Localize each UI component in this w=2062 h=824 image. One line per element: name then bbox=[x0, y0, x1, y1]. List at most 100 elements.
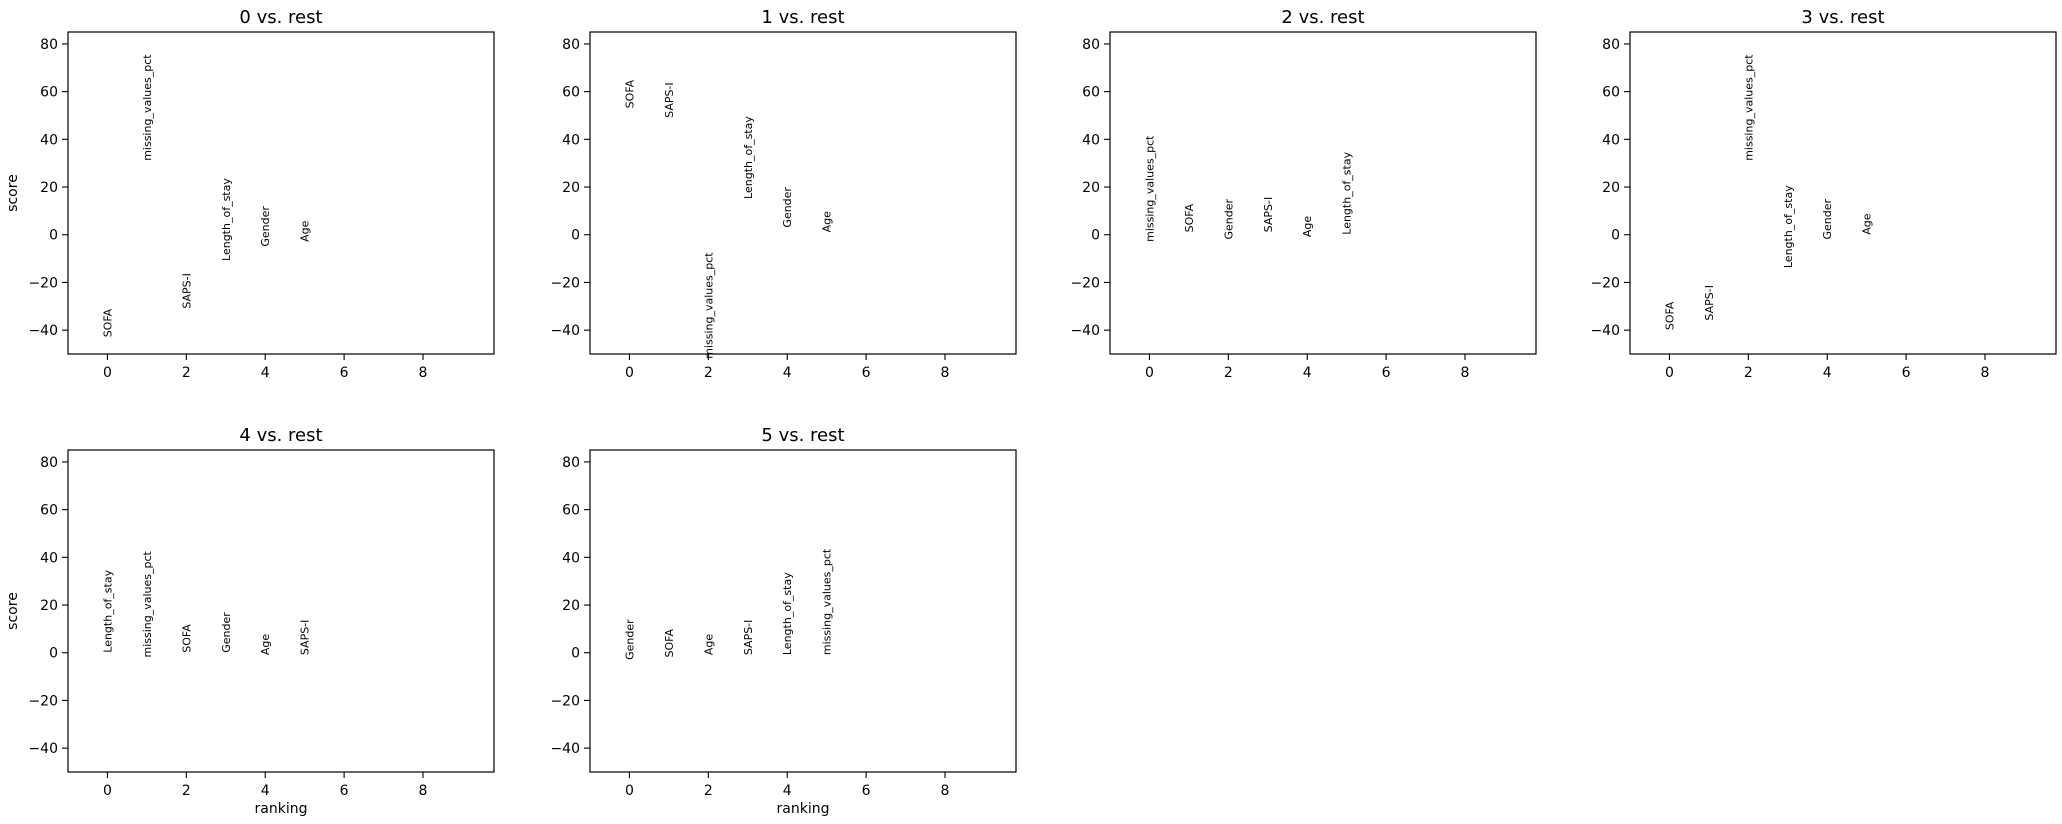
y-tick-label: 20 bbox=[40, 180, 58, 196]
x-tick-label: 4 bbox=[1823, 365, 1832, 381]
x-tick-label: 8 bbox=[419, 783, 428, 799]
x-tick-label: 8 bbox=[419, 365, 428, 381]
gene-label: Length_of_stay bbox=[742, 116, 755, 199]
x-tick-label: 6 bbox=[862, 783, 871, 799]
y-tick-label: −20 bbox=[1070, 275, 1100, 291]
y-tick-label: 40 bbox=[1602, 132, 1620, 148]
x-tick-label: 6 bbox=[1902, 365, 1911, 381]
gene-label: Age bbox=[1301, 216, 1314, 238]
x-tick-label: 2 bbox=[1744, 365, 1753, 381]
gene-label: Length_of_stay bbox=[101, 569, 114, 652]
x-tick-label: 6 bbox=[862, 365, 871, 381]
gene-label: missing_values_pct bbox=[1742, 54, 1755, 161]
panel-title: 5 vs. rest bbox=[761, 425, 844, 446]
y-tick-label: 60 bbox=[562, 85, 580, 101]
x-tick-label: 2 bbox=[704, 365, 713, 381]
x-tick-label: 2 bbox=[182, 783, 191, 799]
gene-label: Gender bbox=[623, 619, 636, 660]
x-tick-label: 8 bbox=[1461, 365, 1470, 381]
y-tick-label: −40 bbox=[1590, 323, 1620, 339]
y-tick-label: 0 bbox=[49, 646, 58, 662]
gene-label: Length_of_stay bbox=[220, 178, 233, 261]
panel-title: 0 vs. rest bbox=[239, 7, 322, 28]
y-tick-label: 40 bbox=[40, 132, 58, 148]
x-tick-label: 6 bbox=[340, 783, 349, 799]
y-tick-label: 80 bbox=[40, 37, 58, 53]
plot-frame bbox=[67, 31, 495, 355]
panel-title: 3 vs. rest bbox=[1801, 7, 1884, 28]
gene-label: SAPS-I bbox=[1262, 197, 1275, 233]
plot-frame bbox=[1109, 31, 1537, 355]
gene-label: SOFA bbox=[1183, 203, 1196, 232]
gene-label: SOFA bbox=[663, 629, 676, 658]
y-tick-label: −20 bbox=[1590, 275, 1620, 291]
gene-label: Age bbox=[821, 211, 834, 233]
gene-label: missing_values_pct bbox=[141, 550, 154, 657]
y-tick-label: 40 bbox=[1082, 132, 1100, 148]
y-tick-label: 80 bbox=[40, 455, 58, 471]
y-tick-label: −40 bbox=[1070, 323, 1100, 339]
y-tick-label: 0 bbox=[49, 228, 58, 244]
gene-label: Length_of_stay bbox=[1782, 185, 1795, 268]
x-tick-label: 6 bbox=[1382, 365, 1391, 381]
y-tick-label: 60 bbox=[40, 503, 58, 519]
gene-label: Gender bbox=[781, 187, 794, 228]
gene-label: SOFA bbox=[101, 308, 114, 337]
plot-frame bbox=[589, 449, 1017, 773]
panel-1: 1 vs. rest 0 2 4 6 8 −40 −20 0 20 40 60 80 SOFA SAPS-I… bbox=[550, 7, 1017, 381]
y-tick-label: 20 bbox=[1082, 180, 1100, 196]
y-tick-label: 60 bbox=[562, 503, 580, 519]
gene-label: SAPS-I bbox=[663, 82, 676, 118]
y-tick-label: 80 bbox=[562, 455, 580, 471]
panel-3: 3 vs. rest 0 2 4 6 8 −40 −20 0 20 40 60 80 SOFA SAPS-I… bbox=[1590, 7, 2057, 381]
panel-title: 2 vs. rest bbox=[1281, 7, 1364, 28]
y-tick-label: −40 bbox=[28, 323, 58, 339]
gene-label: SAPS-I bbox=[742, 620, 755, 656]
y-tick-label: 40 bbox=[40, 550, 58, 566]
panel-title: 4 vs. rest bbox=[239, 425, 322, 446]
gene-label: missing_values_pct bbox=[1143, 135, 1156, 242]
x-tick-label: 0 bbox=[1145, 365, 1154, 381]
y-tick-label: 40 bbox=[562, 550, 580, 566]
x-tick-label: 2 bbox=[182, 365, 191, 381]
y-tick-label: 20 bbox=[562, 598, 580, 614]
x-tick-label: 4 bbox=[261, 365, 270, 381]
panel-0: 0 vs. rest 0 2 4 6 8 −40 −20 0 20 40 60 80 score SOFA m… bbox=[5, 7, 495, 381]
gene-label: SAPS-I bbox=[180, 273, 193, 309]
gene-label: Age bbox=[259, 634, 272, 656]
gene-label: missing_values_pct bbox=[821, 548, 834, 655]
x-axis-label: ranking bbox=[255, 801, 308, 817]
x-tick-label: 4 bbox=[783, 783, 792, 799]
y-tick-label: 0 bbox=[571, 228, 580, 244]
gene-label: SAPS-I bbox=[299, 620, 312, 656]
gene-label: Length_of_stay bbox=[1341, 151, 1354, 234]
y-tick-label: −20 bbox=[550, 693, 580, 709]
y-tick-label: −40 bbox=[28, 741, 58, 757]
panel-title: 1 vs. rest bbox=[761, 7, 844, 28]
gene-label: Age bbox=[1861, 213, 1874, 235]
x-tick-label: 2 bbox=[704, 783, 713, 799]
x-tick-label: 0 bbox=[625, 783, 634, 799]
gene-label: SAPS-I bbox=[1703, 285, 1716, 321]
y-tick-label: 0 bbox=[1611, 228, 1620, 244]
plot-frame bbox=[67, 449, 495, 773]
x-tick-label: 6 bbox=[340, 365, 349, 381]
panel-5: 5 vs. rest 0 2 4 6 8 −40 −20 0 20 40 60 80 ranking Gen… bbox=[550, 425, 1017, 817]
gene-label: missing_values_pct bbox=[141, 54, 154, 161]
y-axis-label: score bbox=[5, 174, 21, 212]
panel-4: 4 vs. rest 0 2 4 6 8 −40 −20 0 20 40 60 80 score ranki… bbox=[5, 425, 495, 817]
y-tick-label: −40 bbox=[550, 741, 580, 757]
gene-label: missing_values_pct bbox=[702, 252, 715, 359]
y-tick-label: 80 bbox=[562, 37, 580, 53]
x-tick-label: 0 bbox=[625, 365, 634, 381]
x-tick-label: 0 bbox=[103, 783, 112, 799]
x-tick-label: 8 bbox=[1981, 365, 1990, 381]
x-tick-label: 8 bbox=[941, 365, 950, 381]
plot-frame bbox=[1629, 31, 2057, 355]
gene-label: Age bbox=[299, 220, 312, 242]
y-tick-label: 60 bbox=[40, 85, 58, 101]
y-tick-label: 60 bbox=[1082, 85, 1100, 101]
panel-2: 2 vs. rest 0 2 4 6 8 −40 −20 0 20 40 60 80 missing_va… bbox=[1070, 7, 1537, 381]
y-tick-label: 20 bbox=[562, 180, 580, 196]
